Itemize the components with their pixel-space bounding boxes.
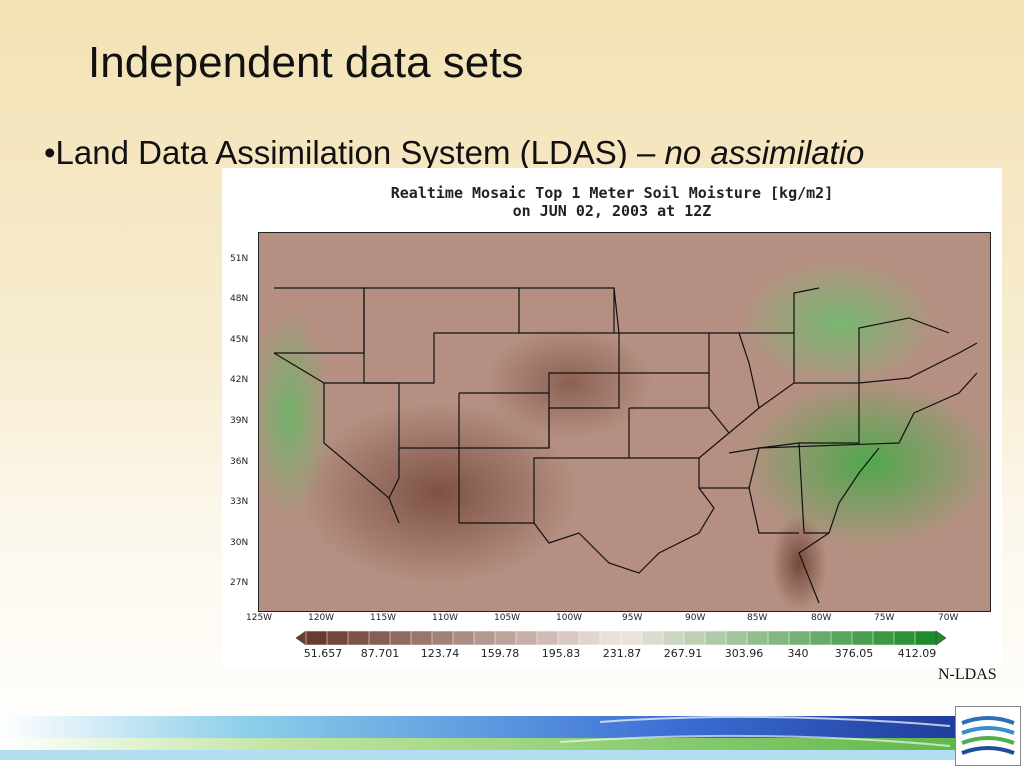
lat-label-51n: 51N xyxy=(230,254,249,264)
footer-wave-band xyxy=(0,715,960,760)
colorbar-label-1: 51.657 xyxy=(303,647,343,660)
credit-label: N-LDAS xyxy=(938,666,997,683)
colorbar-right-arrow xyxy=(935,630,946,646)
colorbar-cells xyxy=(305,630,937,646)
map-title-line1: Realtime Mosaic Top 1 Meter Soil Moistur… xyxy=(390,184,834,202)
lon-label-110w: 110W xyxy=(432,613,459,623)
colorbar-cell xyxy=(599,630,622,646)
colorbar-cell xyxy=(305,630,328,646)
colorbar-label-8: 303.96 xyxy=(724,647,764,660)
colorbar-label-4: 159.78 xyxy=(480,647,520,660)
lat-label-36n: 36N xyxy=(230,457,249,467)
colorbar-label-9: 340 xyxy=(787,647,809,660)
colorbar-cell xyxy=(494,630,517,646)
lat-label-27n: 27N xyxy=(230,578,249,588)
lon-label-100w: 100W xyxy=(556,613,583,623)
state-boundaries xyxy=(273,287,978,604)
colorbar-cell xyxy=(872,630,895,646)
lon-label-120w: 120W xyxy=(308,613,335,623)
colorbar-left-arrow xyxy=(296,630,307,646)
colorbar-cell xyxy=(767,630,790,646)
colorbar-cell xyxy=(347,630,370,646)
lon-label-90w: 90W xyxy=(685,613,706,623)
lon-label-125w: 125W xyxy=(246,613,273,623)
lat-label-33n: 33N xyxy=(230,497,249,507)
colorbar-cell xyxy=(683,630,706,646)
colorbar-cell xyxy=(368,630,391,646)
soil-moisture-map-figure: Realtime Mosaic Top 1 Meter Soil Moistur… xyxy=(222,168,1002,668)
colorbar-cell xyxy=(914,630,937,646)
colorbar-label-6: 231.87 xyxy=(602,647,642,660)
colorbar-cell xyxy=(578,630,601,646)
colorbar-label-3: 123.74 xyxy=(420,647,460,660)
colorbar-cell xyxy=(326,630,349,646)
bullet-text: •Land Data Assimilation System (LDAS) – … xyxy=(44,134,1024,172)
colorbar xyxy=(296,630,946,646)
colorbar-label-7: 267.91 xyxy=(663,647,703,660)
colorbar-cell xyxy=(704,630,727,646)
colorbar-cell xyxy=(830,630,853,646)
colorbar-cell xyxy=(746,630,769,646)
colorbar-cell xyxy=(389,630,412,646)
colorbar-cell xyxy=(431,630,454,646)
map-area xyxy=(258,232,991,612)
colorbar-cell xyxy=(851,630,874,646)
lon-label-105w: 105W xyxy=(494,613,521,623)
colorbar-cell xyxy=(473,630,496,646)
organization-logo xyxy=(955,706,1021,766)
lat-label-39n: 39N xyxy=(230,416,249,426)
colorbar-cell xyxy=(893,630,916,646)
colorbar-cell xyxy=(536,630,559,646)
slide-title: Independent data sets xyxy=(88,38,524,87)
colorbar-cell xyxy=(515,630,538,646)
map-title-line2: on JUN 02, 2003 at 12Z xyxy=(512,202,712,220)
colorbar-cell xyxy=(452,630,475,646)
colorbar-label-11: 412.09 xyxy=(897,647,937,660)
colorbar-cell xyxy=(725,630,748,646)
bullet-text-italic: no assimilatio xyxy=(664,134,865,171)
lon-label-115w: 115W xyxy=(370,613,397,623)
colorbar-label-5: 195.83 xyxy=(541,647,581,660)
colorbar-cell xyxy=(788,630,811,646)
colorbar-cell xyxy=(410,630,433,646)
bullet-text-main: •Land Data Assimilation System (LDAS) – xyxy=(44,134,665,171)
lat-label-48n: 48N xyxy=(230,294,249,304)
lon-label-75w: 75W xyxy=(874,613,895,623)
lat-label-30n: 30N xyxy=(230,538,249,548)
colorbar-label-2: 87.701 xyxy=(360,647,400,660)
colorbar-label-10: 376.05 xyxy=(834,647,874,660)
colorbar-cell xyxy=(620,630,643,646)
map-title: Realtime Mosaic Top 1 Meter Soil Moistur… xyxy=(222,184,1002,220)
lat-label-45n: 45N xyxy=(230,335,249,345)
lon-label-80w: 80W xyxy=(811,613,832,623)
lon-label-95w: 95W xyxy=(622,613,643,623)
lon-label-70w: 70W xyxy=(938,613,959,623)
colorbar-cell xyxy=(641,630,664,646)
lon-label-85w: 85W xyxy=(747,613,768,623)
lat-label-42n: 42N xyxy=(230,375,249,385)
colorbar-cell xyxy=(557,630,580,646)
colorbar-cell xyxy=(809,630,832,646)
colorbar-cell xyxy=(662,630,685,646)
